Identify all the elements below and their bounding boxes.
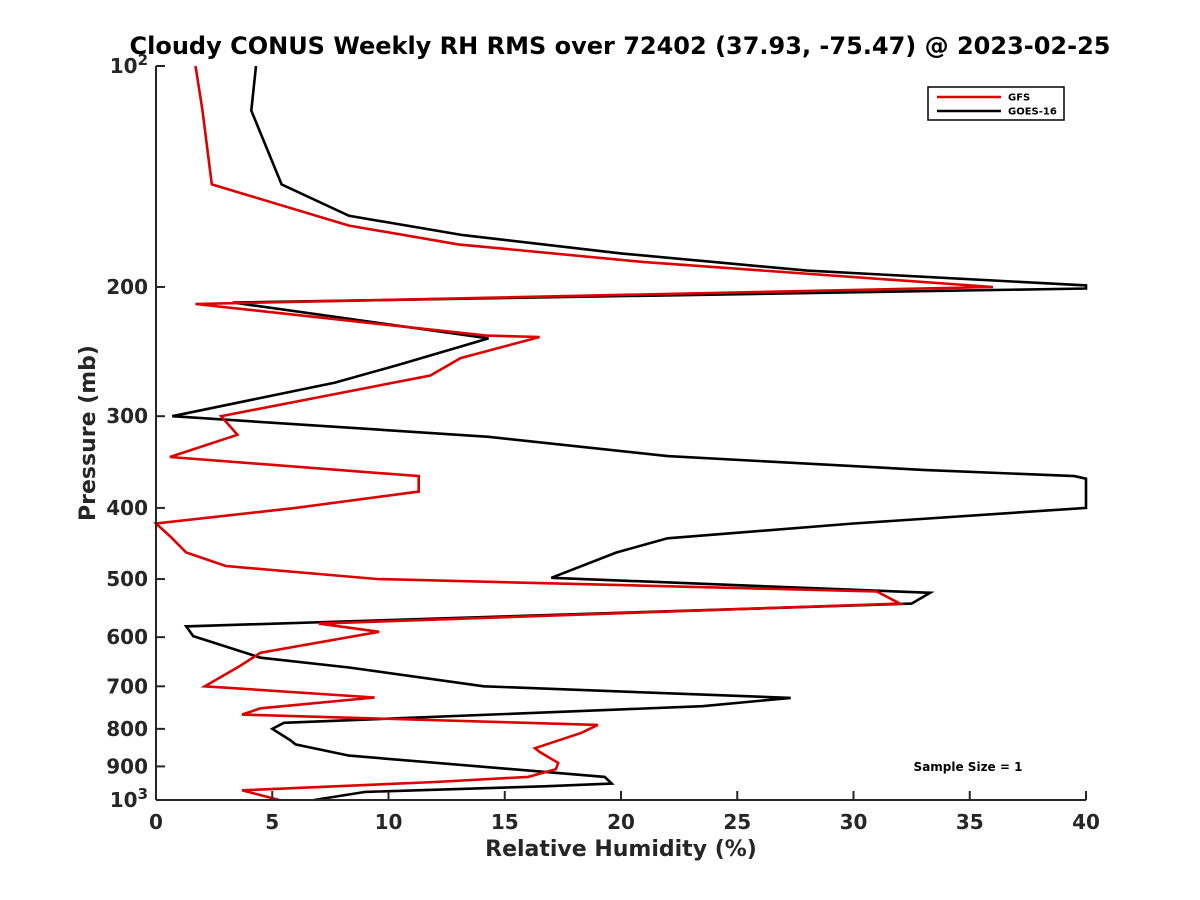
y-tick-label: 600 <box>106 625 148 649</box>
y-axis-label: Pressure (mb) <box>76 345 101 521</box>
sample-size-annotation: Sample Size = 1 <box>914 760 1023 774</box>
x-tick-label: 40 <box>1072 810 1100 834</box>
y-tick-label: 400 <box>106 496 148 520</box>
y-tick-label: 200 <box>106 275 148 299</box>
y-tick-label: 103 <box>110 785 148 812</box>
y-tick-label: 800 <box>106 717 148 741</box>
y-ticks: 102 200 300 400 500 600 700 800 900 103 <box>106 51 165 812</box>
x-tick-label: 15 <box>491 810 519 834</box>
y-tick-label: 700 <box>106 674 148 698</box>
y-tick-label: 500 <box>106 567 148 591</box>
y-tick-label: 900 <box>106 754 148 778</box>
y-tick-label: 300 <box>106 404 148 428</box>
x-tick-label: 0 <box>149 810 163 834</box>
legend: GFS GOES-16 <box>927 86 1065 121</box>
x-tick-label: 35 <box>956 810 984 834</box>
series-line-goes-16 <box>172 65 1088 802</box>
x-tick-label: 10 <box>375 810 403 834</box>
plot-area <box>156 66 1086 800</box>
legend-box <box>927 86 1065 121</box>
series-line-gfs <box>152 65 994 802</box>
chart-title: Cloudy CONUS Weekly RH RMS over 72402 (3… <box>130 32 1111 60</box>
x-axis-label: Relative Humidity (%) <box>485 837 757 862</box>
x-tick-label: 30 <box>840 810 868 834</box>
series-group <box>152 65 1088 802</box>
x-tick-label: 20 <box>607 810 635 834</box>
x-ticks: 0 5 10 15 20 25 30 35 40 <box>149 791 1100 834</box>
legend-label-goes-16: GOES-16 <box>1008 107 1057 118</box>
x-tick-label: 5 <box>265 810 279 834</box>
legend-label-gfs: GFS <box>1008 93 1030 104</box>
x-tick-label: 25 <box>723 810 751 834</box>
y-tick-label: 102 <box>110 51 148 78</box>
